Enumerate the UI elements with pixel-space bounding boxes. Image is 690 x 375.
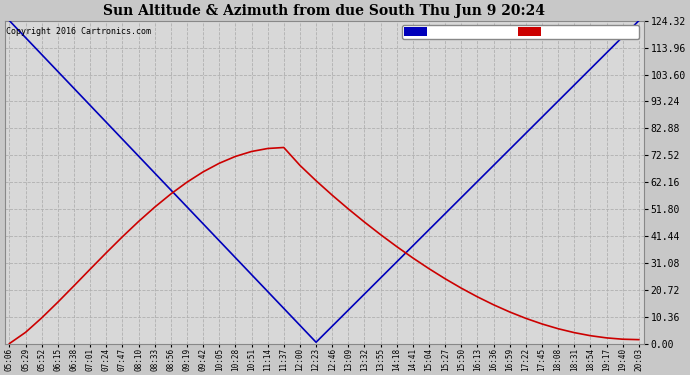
Text: Copyright 2016 Cartronics.com: Copyright 2016 Cartronics.com [6, 27, 151, 36]
Title: Sun Altitude & Azimuth from due South Thu Jun 9 20:24: Sun Altitude & Azimuth from due South Th… [103, 4, 545, 18]
Legend: Azimuth (Angle °), Altitude (Angle °): Azimuth (Angle °), Altitude (Angle °) [402, 25, 639, 39]
